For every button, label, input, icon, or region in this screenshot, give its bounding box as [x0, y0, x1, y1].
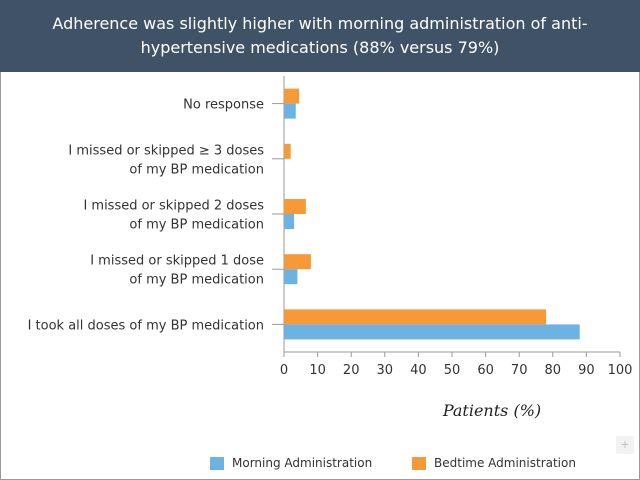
legend-swatch-morning [210, 456, 224, 470]
x-tick-label: 20 [343, 363, 360, 378]
legend-label-bedtime: Bedtime Administration [434, 456, 576, 470]
x-tick-label: 0 [280, 363, 288, 378]
bar-morning [284, 324, 580, 340]
x-axis-label: Patients (%) [442, 401, 541, 420]
x-tick-label: 80 [545, 363, 562, 378]
x-tick-label: 30 [377, 363, 394, 378]
bar-morning [284, 103, 296, 119]
legend-item-morning: Morning Administration [210, 456, 372, 470]
bar-bedtime [284, 199, 306, 214]
y-tick-label: I missed or skipped 1 dose [90, 254, 264, 269]
y-tick-label: of my BP medication [129, 273, 264, 288]
x-tick-label: 90 [578, 363, 595, 378]
expand-button[interactable]: + [616, 436, 634, 454]
legend: Morning Administration Bedtime Administr… [0, 456, 640, 472]
legend-swatch-bedtime [412, 456, 426, 470]
bar-bedtime [284, 254, 311, 270]
y-tick-label: I missed or skipped 2 doses [83, 199, 264, 214]
y-tick-label: I took all doses of my BP medication [28, 318, 264, 333]
x-tick-label: 100 [608, 363, 633, 378]
title-banner: Adherence was slightly higher with morni… [0, 0, 640, 72]
x-tick-label: 70 [511, 363, 528, 378]
y-tick-label: of my BP medication [129, 162, 264, 177]
y-tick-label: No response [183, 98, 264, 113]
x-tick-label: 10 [309, 363, 326, 378]
x-tick-label: 60 [477, 363, 494, 378]
bar-bedtime [284, 88, 300, 104]
chart-title: Adherence was slightly higher with morni… [52, 14, 588, 57]
legend-item-bedtime: Bedtime Administration [412, 456, 576, 470]
bar-bedtime [284, 309, 547, 325]
y-tick-label: I missed or skipped ≥ 3 doses [68, 143, 264, 158]
bar-morning [284, 214, 295, 229]
legend-label-morning: Morning Administration [232, 456, 373, 470]
bar-bedtime [284, 143, 291, 159]
bar-morning [284, 269, 298, 285]
x-tick-label: 50 [444, 363, 461, 378]
y-tick-label: of my BP medication [129, 218, 264, 233]
x-tick-label: 40 [410, 363, 427, 378]
